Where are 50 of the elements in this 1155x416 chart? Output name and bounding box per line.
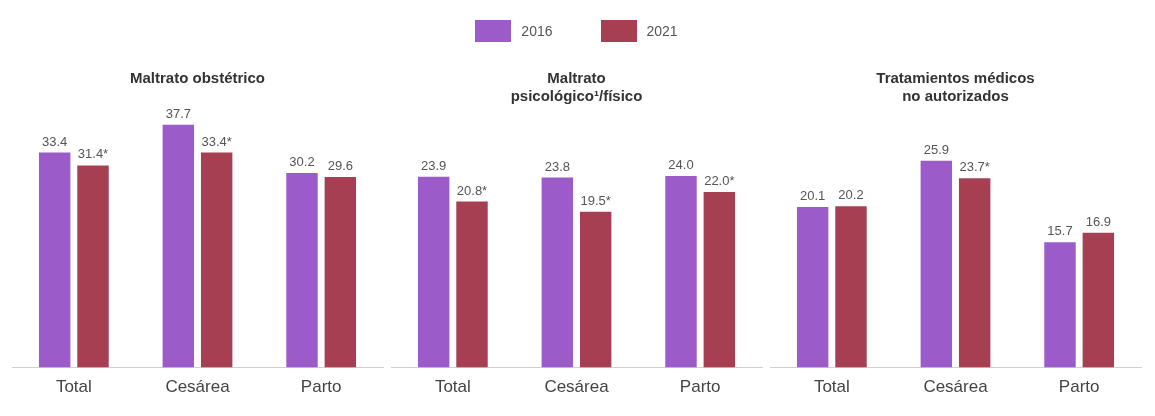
data-label: 37.7	[165, 105, 191, 121]
data-label: 33.4*	[201, 133, 232, 149]
chart-title: Tratamientos médicos no autorizados	[876, 69, 1035, 105]
bar	[958, 178, 991, 368]
data-label: 23.9	[421, 157, 447, 173]
data-label: 33.4	[42, 133, 68, 149]
data-label: 20.2	[838, 187, 864, 203]
bar	[200, 152, 233, 368]
x-tick-label: Cesárea	[544, 377, 610, 397]
data-label: 23.8	[544, 158, 570, 174]
x-tick-label: Total	[55, 377, 92, 397]
bar	[77, 165, 109, 368]
data-label: 24.0	[668, 157, 694, 172]
data-label: 23.7*	[959, 159, 990, 175]
bar	[324, 176, 357, 368]
legend-label: 2021	[646, 23, 678, 39]
bar	[456, 201, 488, 368]
x-tick-label: Total	[813, 377, 850, 397]
x-tick-label: Cesárea	[165, 377, 231, 397]
x-tick-label: Parto	[679, 377, 721, 397]
x-tick-label: Total	[434, 377, 471, 397]
x-tick-label: Parto	[300, 377, 342, 397]
data-label: 20.8*	[456, 182, 488, 198]
x-tick-label: Cesárea	[923, 377, 989, 397]
bar	[665, 175, 697, 368]
data-label: 30.2	[289, 154, 315, 170]
bar	[541, 177, 574, 368]
data-label: 22.0*	[704, 172, 735, 188]
chart-title: Maltrato psicológico¹/físico	[510, 69, 643, 105]
bar	[796, 207, 829, 368]
bar	[835, 206, 867, 368]
data-label: 19.5*	[580, 192, 611, 208]
bar	[1082, 232, 1115, 368]
chart-title: Maltrato obstétrico	[129, 69, 266, 87]
x-tick-label: Parto	[1058, 377, 1100, 397]
data-label: 15.7	[1047, 223, 1073, 239]
legend-label: 2016	[521, 23, 553, 39]
data-label: 25.9	[923, 141, 949, 157]
data-label: 31.4*	[77, 146, 109, 162]
bar	[920, 160, 953, 368]
bar	[1044, 242, 1076, 368]
bar	[703, 191, 736, 368]
bar	[286, 173, 318, 368]
data-label: 16.9	[1085, 213, 1111, 229]
bar	[38, 152, 71, 368]
data-label: 20.1	[800, 188, 826, 204]
bar	[579, 211, 612, 368]
bar	[417, 176, 450, 368]
data-label: 29.6	[327, 158, 353, 174]
bar	[162, 124, 195, 368]
